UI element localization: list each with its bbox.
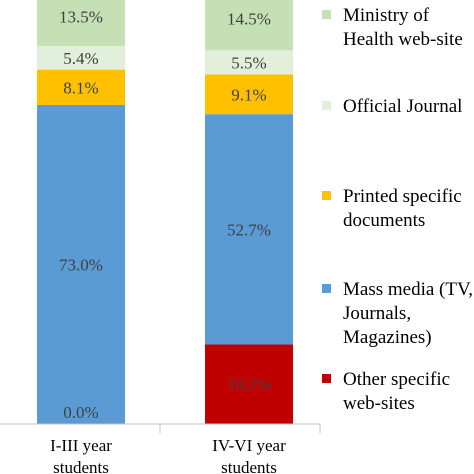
bar-segment [205,74,293,115]
legend-swatch-icon [322,101,331,110]
bar-segment [37,104,125,425]
data-label: 8.1% [63,78,98,97]
legend-swatch-icon [322,10,331,19]
legend-swatch-icon [322,374,331,383]
data-label: 73.0% [59,255,103,274]
segment-labels-layer: 0.0% 73.0% 8.1% 5.4% 13.5% 18.2% 52.7% 9.1% 5.5%… [59,7,271,422]
bar-segment [37,69,125,105]
bar-segment [37,45,125,70]
x-tick-label: students [53,458,109,474]
legend-label: Printed specific documents [343,186,462,231]
bar-segment [205,344,293,424]
bar-segment [205,0,293,51]
x-tick-label: I-III year [50,436,112,455]
legend-label: Ministry of Health web-site [343,5,463,50]
data-label: 13.5% [59,7,103,26]
data-label: 5.4% [63,49,98,68]
legend-item-other-websites: Other specific web-sites [322,368,474,416]
data-label: 9.1% [231,85,266,104]
bar-segment [205,50,293,75]
legend-item-printed: Printed specific documents [322,185,474,233]
legend-item-ministry: Ministry of Health web-site [322,4,474,52]
legend-swatch-icon [322,191,331,200]
data-label: 18.2% [227,375,271,394]
bar-segment [37,0,125,46]
x-tick-label: students [221,458,277,474]
legend-item-official-journal: Official Journal [322,95,474,119]
legend-swatch-icon [322,284,331,293]
legend-label: Other specific web-sites [343,369,451,414]
data-label: 5.5% [231,53,266,72]
legend-label: Mass media (TV, Journals, Magazines) [343,279,473,348]
x-tick-label: IV-VI year [212,436,286,455]
data-label: 0.0% [63,403,98,422]
bars-layer [37,0,293,425]
x-tick-labels-layer: I-III year students IV-VI year students [50,436,286,474]
legend-label: Official Journal [343,96,463,117]
data-label: 14.5% [227,10,271,29]
legend-item-mass-media: Mass media (TV, Journals, Magazines) [322,278,474,350]
bar-segment [205,114,293,345]
data-label: 52.7% [227,220,271,239]
